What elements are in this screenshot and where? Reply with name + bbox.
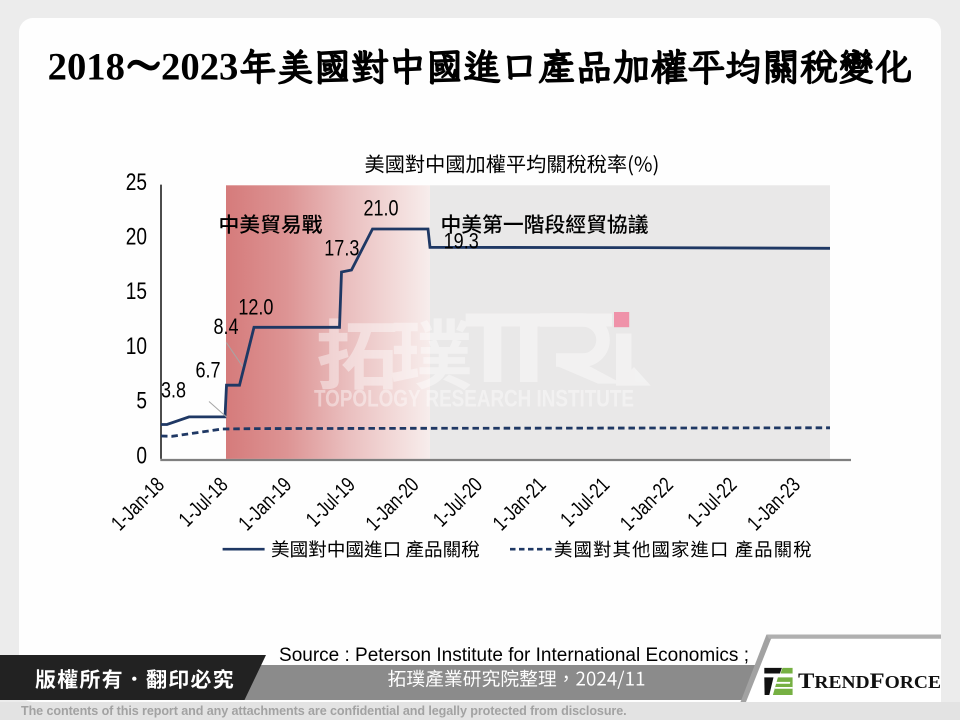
svg-text:19.3: 19.3 <box>444 230 479 254</box>
svg-text:1-Jul-18: 1-Jul-18 <box>174 473 232 531</box>
svg-text:1-Jul-19: 1-Jul-19 <box>301 473 359 531</box>
svg-text:6.7: 6.7 <box>195 359 220 383</box>
svg-text:0: 0 <box>136 441 147 469</box>
svg-text:1-Jan-22: 1-Jan-22 <box>615 473 677 535</box>
svg-text:5: 5 <box>136 386 147 414</box>
svg-text:1-Jan-19: 1-Jan-19 <box>234 473 296 535</box>
svg-text:3.8: 3.8 <box>161 379 186 403</box>
svg-text:1-Jan-21: 1-Jan-21 <box>488 473 550 535</box>
svg-text:8.4: 8.4 <box>213 315 238 339</box>
svg-text:2018: 2018 <box>48 45 125 88</box>
svg-text:1-Jul-22: 1-Jul-22 <box>683 473 741 531</box>
svg-text:21.0: 21.0 <box>363 197 398 221</box>
svg-text:1-Jul-20: 1-Jul-20 <box>428 473 486 531</box>
svg-text:15: 15 <box>126 277 147 305</box>
svg-text:1-Jan-18: 1-Jan-18 <box>106 473 168 535</box>
svg-text:2023: 2023 <box>161 45 238 88</box>
svg-text:1-Jul-21: 1-Jul-21 <box>555 473 613 531</box>
svg-text:Source : Peterson Institute fo: Source : Peterson Institute for Internat… <box>279 645 749 666</box>
svg-text:1-Jan-20: 1-Jan-20 <box>361 473 423 535</box>
svg-text:17.3: 17.3 <box>324 237 359 261</box>
svg-text:10: 10 <box>126 332 147 360</box>
svg-text:TOPOLOGY RESEARCH INSTITUTE: TOPOLOGY RESEARCH INSTITUTE <box>314 386 634 413</box>
svg-text:20: 20 <box>126 222 147 250</box>
svg-text:25: 25 <box>126 167 147 195</box>
svg-text:12.0: 12.0 <box>238 296 273 320</box>
svg-text:1-Jan-23: 1-Jan-23 <box>742 473 804 535</box>
